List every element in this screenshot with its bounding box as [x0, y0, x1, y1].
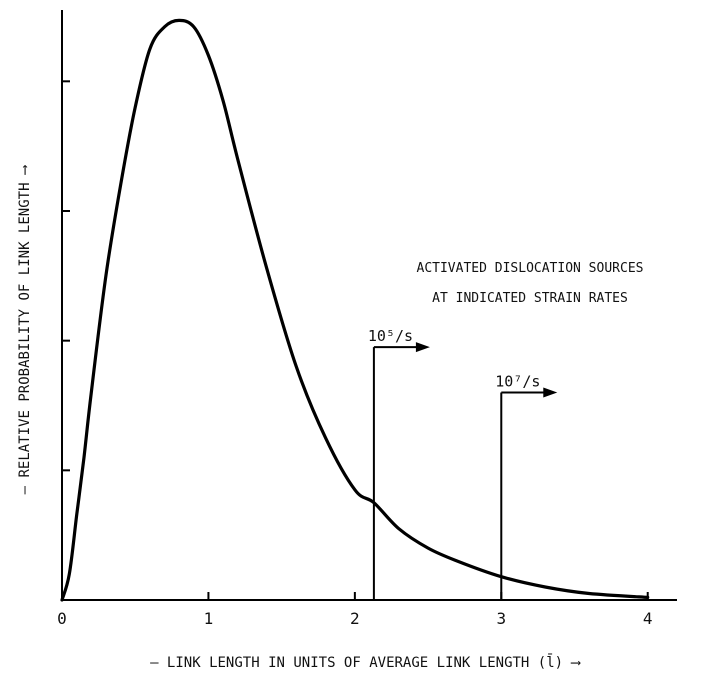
series-line — [62, 20, 648, 600]
plot-area: 0 1 2 3 4 10⁵/s 10⁷/s — [57, 10, 677, 628]
series-layer — [62, 20, 648, 600]
y-axis-label: — RELATIVE PROBABILITY OF LINK LENGTH ⟶ — [17, 164, 33, 494]
x-axis-label: — LINK LENGTH IN UNITS OF AVERAGE LINK L… — [150, 653, 581, 671]
x-tick-label: 2 — [350, 609, 360, 628]
marker-label: 10⁵/s — [368, 327, 413, 345]
marker-arrowhead — [416, 342, 430, 352]
strain-rate-markers: 10⁵/s 10⁷/s — [368, 327, 557, 600]
y-ticks — [62, 81, 70, 470]
x-tick-label: 4 — [643, 609, 653, 628]
marker-arrowhead — [543, 388, 557, 398]
x-tick-label: 0 — [57, 609, 67, 628]
marker-label: 10⁷/s — [495, 373, 540, 391]
annotation-heading-line2: AT INDICATED STRAIN RATES — [432, 291, 628, 306]
x-tick-label: 1 — [204, 609, 214, 628]
annotation-heading-line1: ACTIVATED DISLOCATION SOURCES — [417, 261, 644, 276]
x-tick-label: 3 — [496, 609, 506, 628]
x-ticks: 0 1 2 3 4 — [57, 592, 652, 628]
